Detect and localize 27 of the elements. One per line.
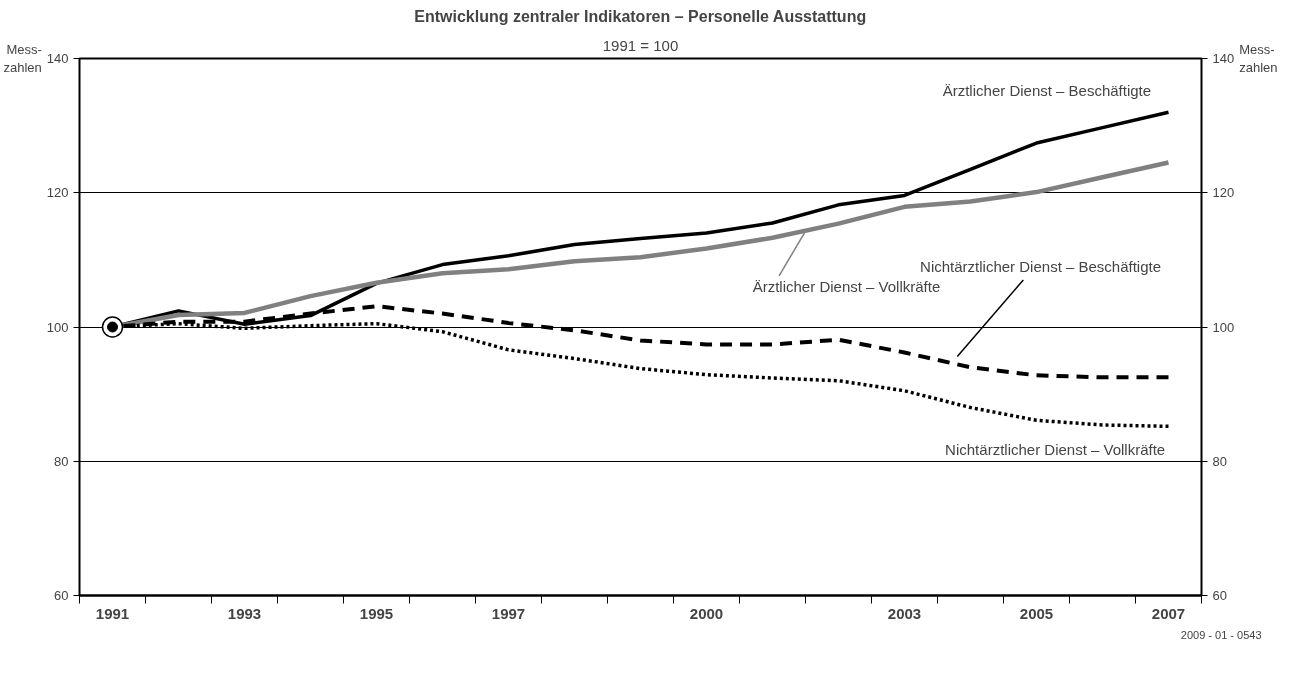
- y-tick-label: 120: [46, 185, 69, 201]
- y-axis-title: Mess- zahlen: [3, 42, 42, 75]
- chart-title: Entwicklung zentraler Indikatoren – Personelle Ausstattung: [414, 7, 867, 25]
- x-tick-label: 2000: [689, 604, 724, 622]
- series-label: Ärztlicher Dienst – Beschäftigte: [942, 81, 1152, 99]
- y-tick-label: 60: [54, 588, 69, 603]
- y2-tick-label: 120: [1212, 185, 1235, 201]
- x-tick-label: 1997: [491, 604, 526, 622]
- x-tick-label: 1995: [359, 604, 394, 622]
- y2-tick-label: 80: [1212, 453, 1227, 469]
- x-tick-label: 2005: [1019, 604, 1054, 622]
- y-tick-label: 80: [54, 453, 69, 469]
- x-tick-label: 1991: [95, 604, 130, 622]
- y2-tick-label: 100: [1212, 319, 1235, 335]
- chart-subtitle: 1991 = 100: [602, 36, 679, 54]
- x-tick-label: 2007: [1151, 604, 1186, 622]
- series-label: Nichtärztlicher Dienst – Vollkräfte: [945, 440, 1166, 458]
- y2-tick-label: 60: [1212, 588, 1227, 603]
- text: 2009 - 01 - 0543: [1180, 628, 1262, 641]
- x-tick-label: 1993: [227, 604, 262, 622]
- text: Ärztlicher Dienst – Vollkräfte: [752, 278, 941, 296]
- y2-axis-title: Mess- zahlen: [1239, 42, 1278, 75]
- y2-tick-label: 140: [1212, 51, 1235, 66]
- y-tick-label: 140: [46, 51, 69, 66]
- y-tick-label: 100: [46, 319, 69, 335]
- text: Nichtärztlicher Dienst – Beschäftigte: [920, 258, 1162, 276]
- x-tick-label: 2003: [887, 604, 922, 622]
